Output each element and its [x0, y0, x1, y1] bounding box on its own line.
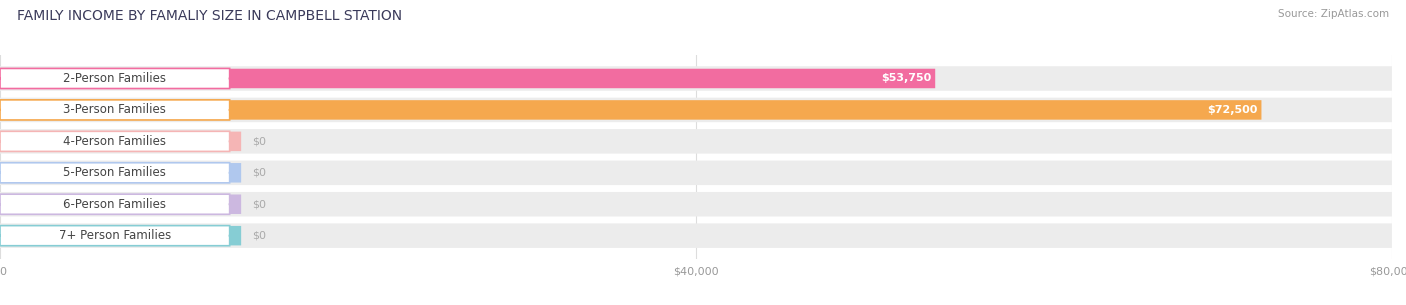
- Text: 2-Person Families: 2-Person Families: [63, 72, 166, 85]
- FancyBboxPatch shape: [0, 194, 229, 214]
- Text: 3-Person Families: 3-Person Families: [63, 103, 166, 117]
- FancyBboxPatch shape: [0, 192, 1392, 217]
- FancyBboxPatch shape: [0, 69, 935, 88]
- FancyBboxPatch shape: [0, 98, 1392, 122]
- Text: $72,500: $72,500: [1206, 105, 1257, 115]
- FancyBboxPatch shape: [0, 100, 229, 120]
- Text: $0: $0: [252, 199, 266, 209]
- FancyBboxPatch shape: [0, 66, 1392, 91]
- FancyBboxPatch shape: [0, 163, 242, 182]
- FancyBboxPatch shape: [0, 160, 1392, 185]
- FancyBboxPatch shape: [0, 163, 229, 183]
- Text: $0: $0: [252, 136, 266, 146]
- Text: FAMILY INCOME BY FAMALIY SIZE IN CAMPBELL STATION: FAMILY INCOME BY FAMALIY SIZE IN CAMPBEL…: [17, 9, 402, 23]
- Text: 7+ Person Families: 7+ Person Families: [59, 229, 172, 242]
- Text: 4-Person Families: 4-Person Families: [63, 135, 166, 148]
- FancyBboxPatch shape: [0, 68, 229, 88]
- Text: $0: $0: [252, 231, 266, 241]
- FancyBboxPatch shape: [0, 131, 229, 151]
- Text: 6-Person Families: 6-Person Families: [63, 198, 166, 211]
- FancyBboxPatch shape: [0, 226, 242, 246]
- Text: 5-Person Families: 5-Person Families: [63, 166, 166, 179]
- Text: Source: ZipAtlas.com: Source: ZipAtlas.com: [1278, 9, 1389, 19]
- Text: $0: $0: [252, 168, 266, 178]
- FancyBboxPatch shape: [0, 100, 1261, 120]
- FancyBboxPatch shape: [0, 195, 242, 214]
- FancyBboxPatch shape: [0, 132, 242, 151]
- FancyBboxPatch shape: [0, 129, 1392, 154]
- FancyBboxPatch shape: [0, 223, 1392, 248]
- Text: $53,750: $53,750: [880, 74, 931, 84]
- FancyBboxPatch shape: [0, 226, 229, 246]
